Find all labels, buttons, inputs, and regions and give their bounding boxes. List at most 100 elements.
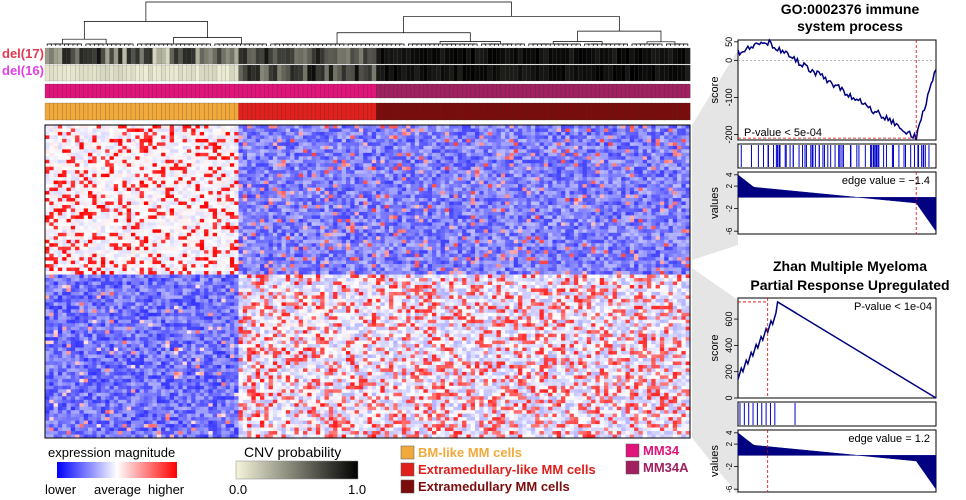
heatmap-cell <box>337 163 342 168</box>
heatmap-cell <box>225 166 231 171</box>
heatmap-cell <box>264 125 269 129</box>
heatmap-cell <box>294 135 299 140</box>
heatmap-cell <box>178 163 183 168</box>
heatmap-cell <box>664 159 669 164</box>
heatmap-cell <box>208 125 213 129</box>
heatmap-cell <box>401 204 407 209</box>
heatmap-cell <box>290 215 295 220</box>
heatmap-cell <box>487 211 493 216</box>
heatmap-cell <box>444 170 450 174</box>
heatmap-cell <box>242 131 248 136</box>
heatmap-cell <box>191 142 196 147</box>
sample-cell <box>440 83 446 99</box>
heatmap-cell <box>432 156 437 161</box>
cell-group-cell <box>285 102 291 121</box>
heatmap-cell <box>272 156 278 161</box>
heatmap-cell <box>126 135 132 140</box>
heatmap-cell <box>92 187 97 192</box>
heatmap-cell <box>62 177 67 181</box>
heatmap-cell <box>186 156 192 161</box>
heatmap-cell <box>242 145 248 150</box>
heatmap-cell <box>668 194 674 199</box>
heatmap-cell <box>449 204 454 209</box>
heatmap-cell <box>346 198 351 202</box>
heatmap-cell <box>174 149 179 154</box>
heatmap-cell <box>483 215 489 220</box>
cnv-cell <box>685 47 691 65</box>
cell-group-track <box>44 102 691 121</box>
heatmap-cell <box>548 208 553 213</box>
heatmap-cell <box>371 163 377 168</box>
heatmap-cell <box>664 204 669 209</box>
cnv-cell <box>204 47 209 65</box>
heatmap-cell <box>328 156 334 161</box>
sample-cell <box>573 83 579 99</box>
heatmap-cell <box>561 173 566 178</box>
cnv-cell <box>578 64 583 82</box>
heatmap-cell <box>440 131 446 136</box>
heatmap-cell <box>148 138 153 143</box>
heatmap-cell <box>685 204 691 209</box>
heatmap-cell <box>487 142 493 147</box>
heatmap-cell <box>685 166 691 171</box>
heatmap-cell <box>685 138 691 143</box>
heatmap-cell <box>225 180 231 185</box>
heatmap-cell <box>135 194 140 199</box>
heatmap-cell <box>363 149 368 154</box>
heatmap-cell <box>672 208 678 213</box>
heatmap-cell <box>182 204 188 209</box>
heatmap-cell <box>92 177 97 181</box>
heatmap-cell <box>225 142 231 147</box>
heatmap-cell <box>358 204 364 209</box>
heatmap-cell <box>548 142 553 147</box>
heatmap-cell <box>294 218 299 223</box>
heatmap-cell <box>367 180 373 185</box>
heatmap-cell <box>53 218 59 223</box>
heatmap-cell <box>255 138 261 143</box>
heatmap-cell <box>363 135 368 140</box>
heatmap-cell <box>165 142 170 147</box>
heatmap-cell <box>599 211 605 216</box>
heatmap-cell <box>268 191 274 195</box>
heatmap-cell <box>664 125 669 129</box>
heatmap-cell <box>178 173 183 178</box>
heatmap-cell <box>358 125 364 129</box>
heatmap-cell <box>143 215 149 220</box>
heatmap-cell <box>371 201 377 206</box>
heatmap-cell <box>371 211 377 216</box>
heatmap-cell <box>608 201 613 206</box>
sample-cell <box>79 83 85 99</box>
cnv-cell <box>492 47 497 65</box>
heatmap-cell <box>268 135 274 140</box>
heatmap-cell <box>659 145 665 150</box>
heatmap-cell <box>186 170 192 174</box>
heatmap-cell <box>135 159 140 164</box>
heatmap-cell <box>419 208 424 213</box>
heatmap-cell <box>526 156 532 161</box>
heatmap-cell <box>294 156 299 161</box>
heatmap-cell <box>475 198 480 202</box>
heatmap-cell <box>539 198 545 202</box>
cnv-cell <box>543 47 549 65</box>
heatmap-cell <box>272 201 278 206</box>
cnv-cell <box>633 47 639 65</box>
heatmap-cell <box>453 166 459 171</box>
heatmap-cell <box>505 170 510 174</box>
heatmap-cell <box>371 156 377 161</box>
dendrogram-branch <box>145 1 512 22</box>
heatmap-cell <box>466 180 471 185</box>
heatmap-cell <box>358 173 364 178</box>
cell-group-cell <box>148 102 153 121</box>
heatmap-cell <box>668 145 674 150</box>
heatmap-cell <box>672 191 678 195</box>
heatmap-cell <box>122 184 127 188</box>
heatmap-cell <box>595 198 600 202</box>
heatmap-cell <box>212 135 218 140</box>
heatmap-cell <box>668 177 674 181</box>
heatmap-cell <box>681 152 686 157</box>
heatmap-cell <box>131 128 136 133</box>
heatmap-cell <box>178 166 183 171</box>
heatmap-cell <box>264 177 269 181</box>
heatmap-cell <box>363 187 368 192</box>
heatmap-cell <box>156 131 162 136</box>
